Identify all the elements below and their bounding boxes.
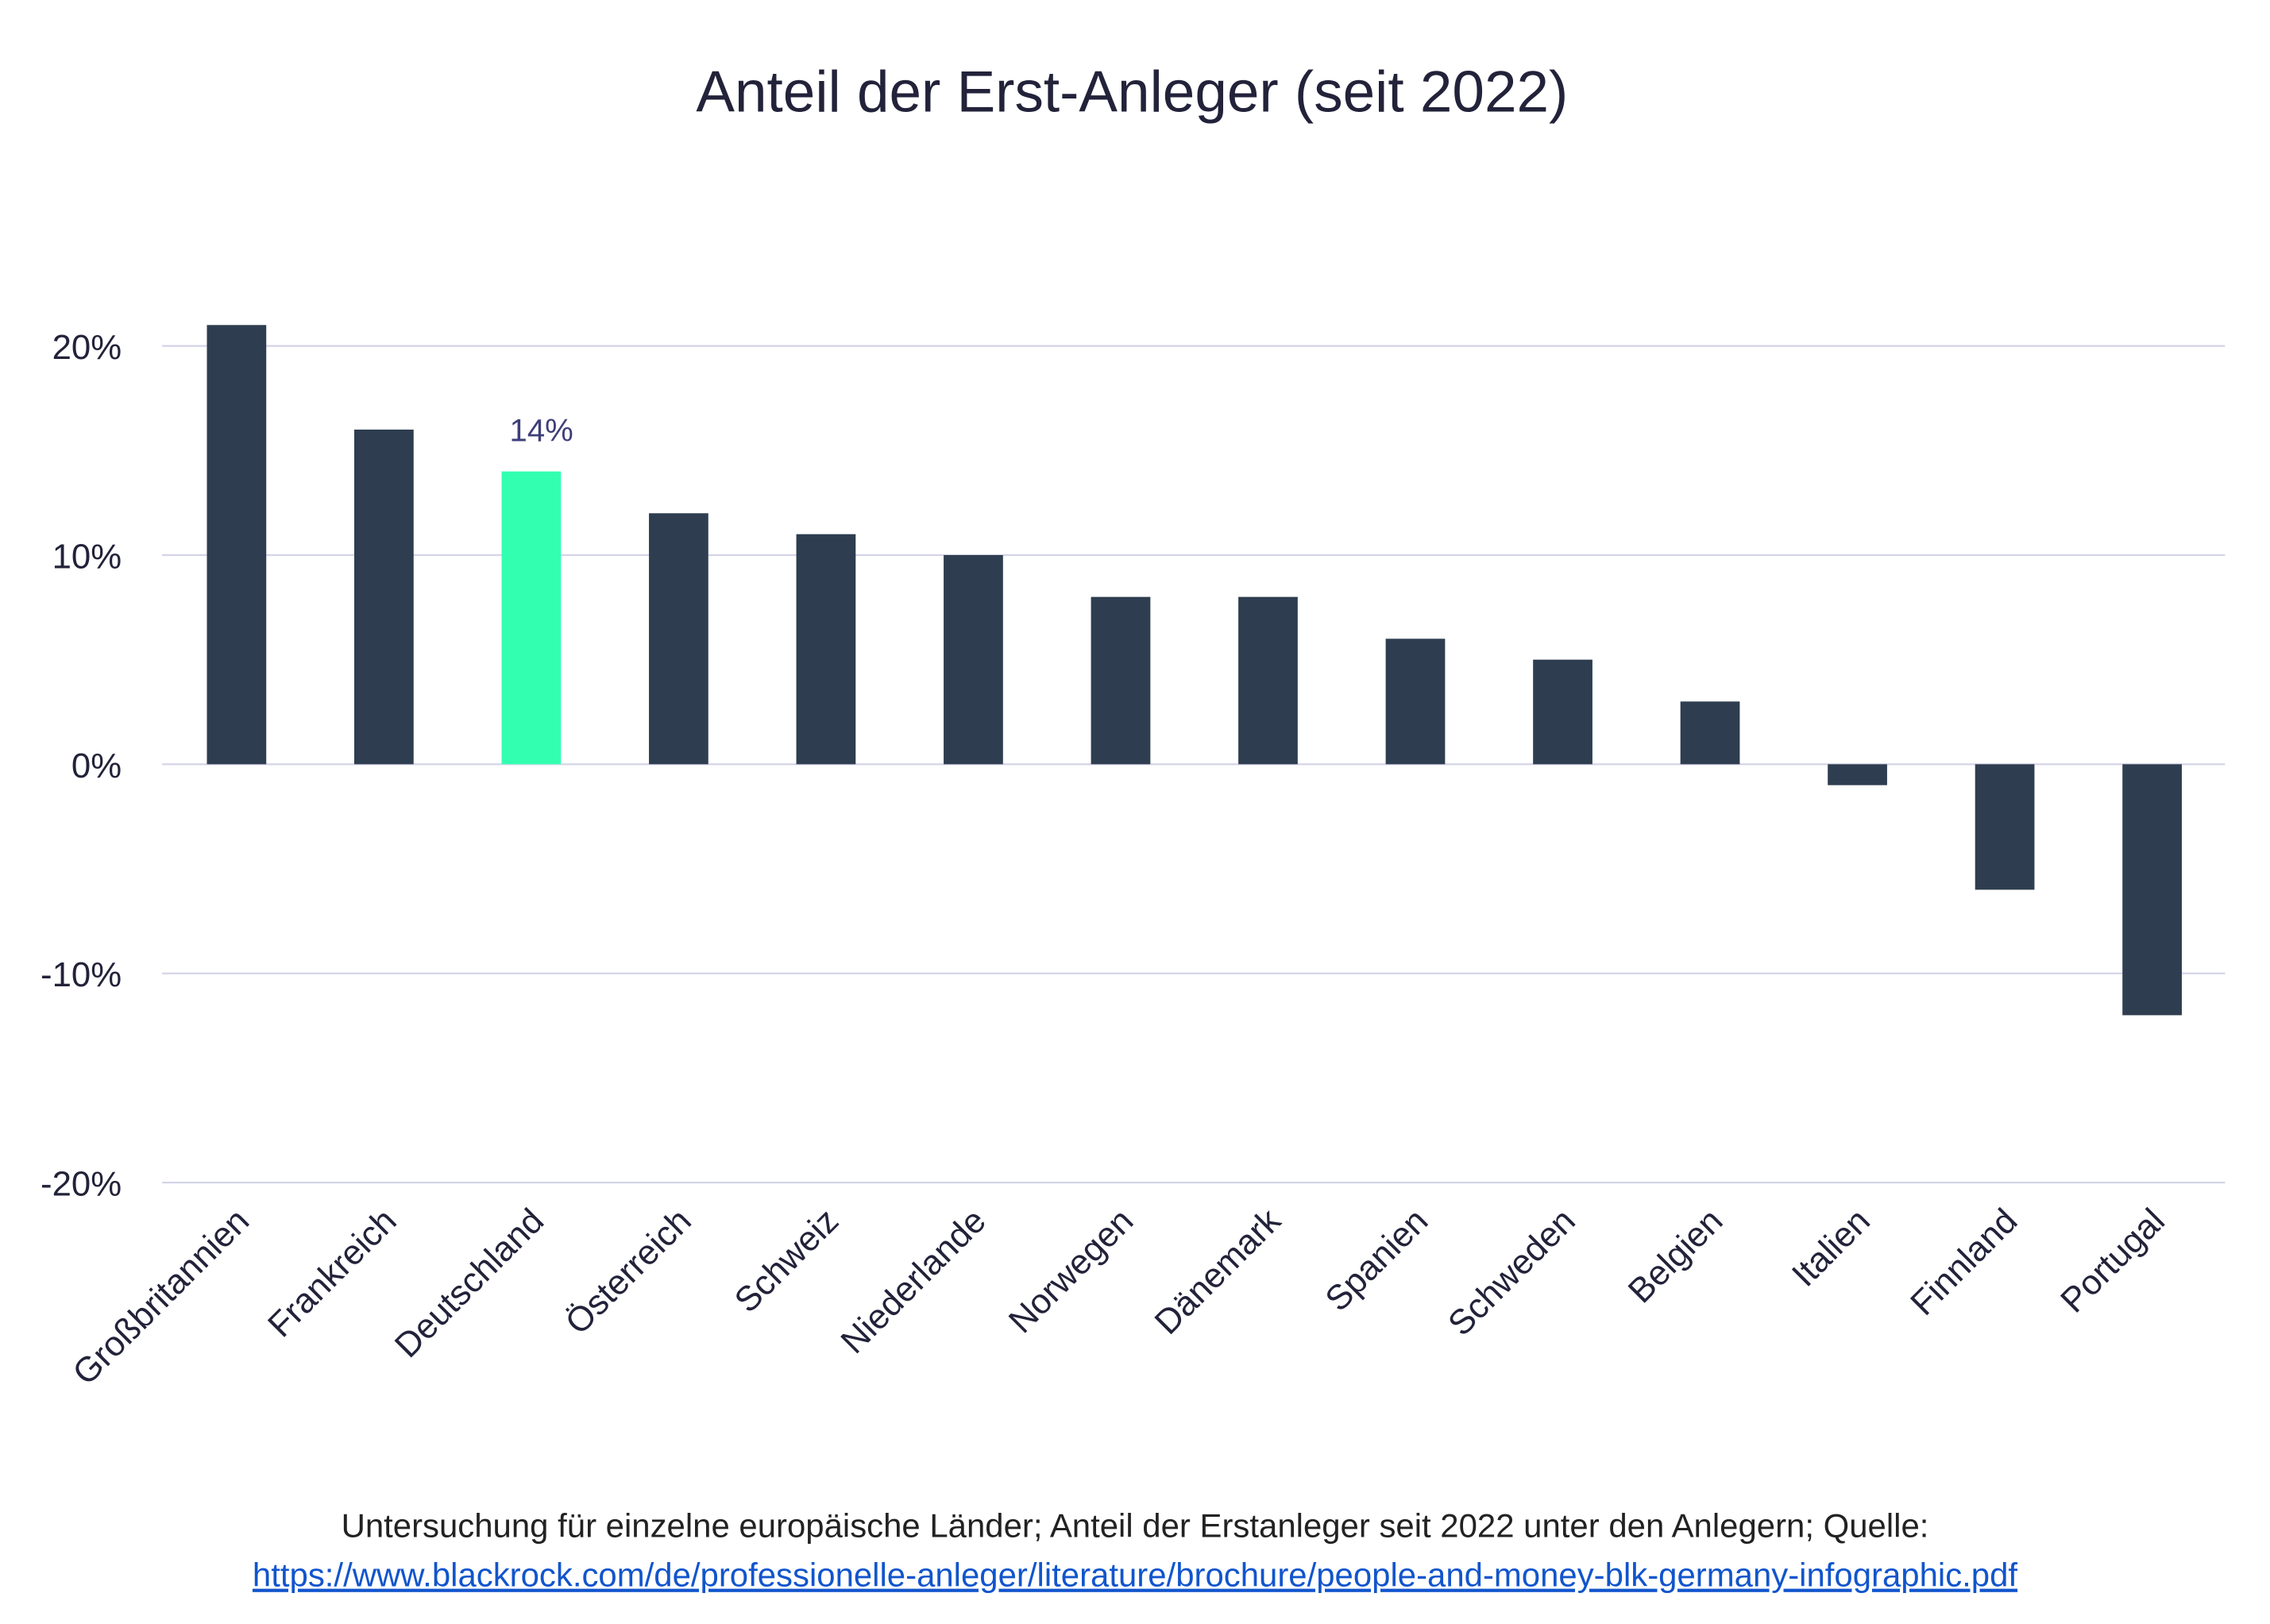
y-tick-label: -20% [41, 1164, 122, 1203]
y-tick-label: 10% [52, 537, 122, 576]
bar [1533, 659, 1592, 765]
gridlines [162, 345, 2226, 1184]
x-tick-label: Niederlande [833, 1202, 993, 1361]
x-tick-label: Spanien [1318, 1202, 1435, 1319]
x-tick-label: Schweiz [727, 1202, 846, 1321]
bar [796, 534, 856, 765]
x-tick-label: Deutschland [388, 1202, 552, 1366]
bar [1828, 764, 1887, 785]
y-tick-label: 0% [71, 746, 122, 785]
x-tick-label: Dänemark [1147, 1201, 1287, 1341]
x-tick-label: Norwegen [1002, 1202, 1141, 1341]
bar [944, 554, 1003, 765]
x-tick-label: Großbritannien [65, 1202, 257, 1393]
y-axis-ticks: 20% 10% 0% -10% -20% [41, 328, 122, 1203]
bar [501, 471, 562, 765]
x-tick-label: Finnland [1903, 1202, 2025, 1323]
bar [1238, 596, 1298, 765]
bar [1680, 701, 1740, 765]
data-labels: 14% [510, 413, 573, 448]
x-tick-label: Italien [1785, 1202, 1878, 1294]
bar [354, 429, 414, 765]
chart-title: Anteil der Erst-Anleger (seit 2022) [696, 60, 1568, 124]
bar [2122, 764, 2182, 1016]
bar [1385, 638, 1446, 765]
bar [649, 513, 708, 765]
data-label: 14% [510, 413, 573, 448]
y-tick-label: -10% [41, 955, 122, 994]
x-tick-label: Belgien [1621, 1202, 1731, 1311]
x-tick-label: Portugal [2053, 1202, 2172, 1321]
x-tick-label: Österreich [558, 1202, 698, 1342]
x-tick-label: Frankreich [261, 1202, 404, 1345]
bars [207, 325, 2182, 1016]
footer-note: Untersuchung für einzelne europäische Lä… [342, 1507, 1929, 1545]
bar [1091, 596, 1151, 765]
source-link[interactable]: https://www.blackrock.com/de/professione… [253, 1556, 2017, 1594]
bar [1975, 764, 2035, 890]
y-tick-label: 20% [52, 328, 122, 367]
bar [207, 325, 267, 765]
x-tick-label: Schweden [1441, 1202, 1583, 1344]
